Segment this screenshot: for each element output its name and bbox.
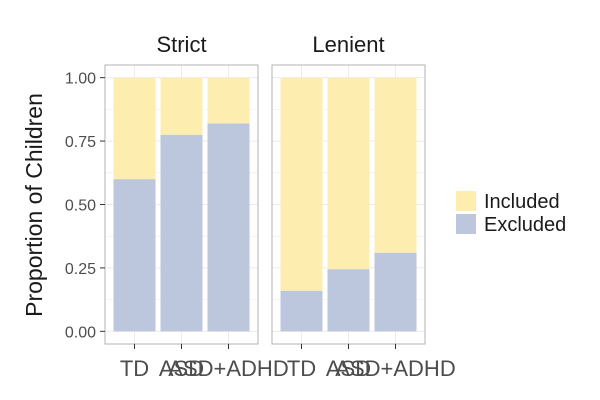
bar-excluded-lenient-asd-plus-adhd: [374, 252, 417, 332]
x-tick-label: TD: [120, 356, 149, 381]
legend-key-included: [456, 191, 476, 211]
y-tick-label: 0.25: [65, 261, 96, 278]
bar-included-strict-asd-plus-adhd: [207, 77, 250, 124]
y-tick-label: 1.00: [65, 71, 96, 88]
x-tick-label: ASD: [159, 356, 204, 381]
facet-title-lenient: Lenient: [312, 32, 384, 57]
bar-excluded-strict-asd-plus-adhd: [207, 123, 250, 332]
bar-included-strict-td: [113, 77, 156, 180]
x-tick-label: ASD+ADHD: [335, 356, 455, 381]
panels-layer: TD ASDASD+ADHDStrict0.000.250.500.751.00T…: [65, 32, 456, 381]
bar-included-lenient-asd-plus-adhd: [374, 77, 417, 253]
legend-key-excluded: [456, 214, 476, 234]
x-tick-label: ASD+ADHD: [168, 356, 288, 381]
bar-excluded-strict-asd: [160, 134, 203, 332]
bar-included-lenient-asd: [327, 77, 370, 270]
y-tick-label: 0.75: [65, 134, 96, 151]
bar-included-strict-asd: [160, 77, 203, 135]
y-tick-label: 0.00: [65, 324, 96, 341]
bar-included-lenient-td: [280, 77, 323, 291]
bar-excluded-lenient-td: [280, 290, 323, 332]
y-axis-title: Proportion of Children: [21, 93, 47, 317]
x-tick-label: ASD: [326, 356, 371, 381]
bar-excluded-lenient-asd: [327, 269, 370, 332]
y-tick-label: 0.50: [65, 198, 96, 215]
facet-title-strict: Strict: [156, 32, 206, 57]
legend-label-excluded: Excluded: [484, 214, 566, 236]
legend-label-included: Included: [484, 191, 560, 213]
bar-excluded-strict-td: [113, 179, 156, 332]
x-tick-label: TD: [287, 356, 316, 381]
